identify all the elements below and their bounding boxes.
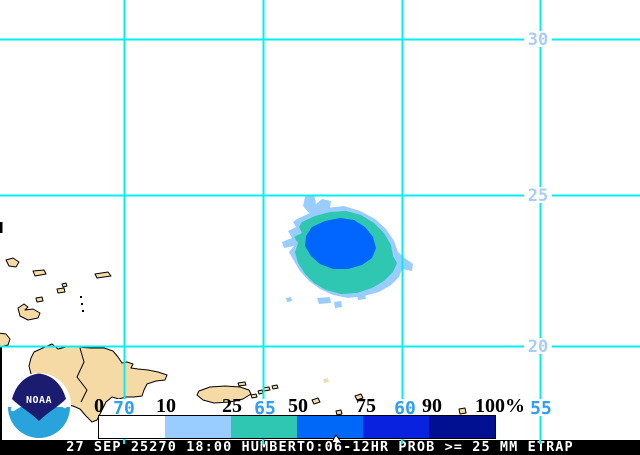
land-montserrat — [335, 409, 343, 416]
border-haiti-dr — [76, 347, 88, 403]
colorbar-tick-75: 75 — [356, 395, 376, 417]
lat-label-bg — [524, 187, 552, 203]
colorbar-segment-4 — [363, 416, 429, 438]
lat-label-25: 25 — [528, 186, 548, 206]
land-st-martin — [311, 397, 321, 405]
colorbar-segment-0 — [99, 416, 165, 438]
colorbar-tick-100: 100 — [475, 395, 505, 417]
colorbar-segment-2 — [231, 416, 297, 438]
land-vi-1 — [237, 381, 247, 387]
land-vi-2 — [250, 393, 258, 399]
lon-label-60: 60 — [394, 398, 416, 419]
land-anguilla — [323, 378, 329, 383]
colorbar-tick-10: 10 — [156, 395, 176, 417]
percent-sign: % — [505, 395, 525, 417]
land-bahamas-1 — [5, 257, 20, 268]
noaa-logo: NOAA — [7, 373, 71, 438]
prob-contour-50pct — [305, 218, 376, 269]
land-speck-2 — [81, 303, 83, 305]
land-vi-3 — [257, 389, 264, 395]
lat-labels: 30 25 20 — [524, 30, 552, 357]
land-vi-5 — [271, 384, 279, 390]
meridian-tick-55 — [539, 440, 541, 444]
land-turks — [94, 271, 112, 279]
status-bar: 27 SEP 25270 18:00 HUMBERTO:06-12HR PROB… — [0, 440, 640, 455]
colorbar-tick-0: 0 — [94, 395, 104, 417]
colorbar: 0 10 25 50 75 90 100 % — [94, 395, 525, 439]
land-speck-1 — [80, 296, 82, 298]
land-bahamas-5 — [35, 296, 44, 303]
land-speck-3 — [82, 310, 84, 312]
map-left-clip-edge — [0, 346, 2, 440]
meridian-tick-60 — [401, 440, 403, 444]
noaa-logo-sea — [8, 407, 70, 438]
lon-labels: 70 65 60 55 — [111, 398, 555, 419]
lat-label-30: 30 — [528, 30, 548, 50]
colorbar-tick-50: 50 — [288, 395, 308, 417]
land-puerto-rico — [196, 385, 252, 404]
lat-label-20: 20 — [528, 337, 548, 357]
lon-label-65: 65 — [254, 398, 276, 419]
meridian-tick-65 — [262, 440, 264, 444]
island-caret — [331, 434, 342, 443]
colorbar-segment-5 — [429, 416, 495, 438]
meridian-tick-70 — [123, 440, 125, 444]
land-cuba-tip — [0, 332, 11, 348]
lon-label-bg — [111, 399, 138, 416]
noaa-logo-text: NOAA — [26, 395, 52, 406]
colorbar-tick-90: 90 — [422, 395, 442, 417]
lon-label-70: 70 — [113, 398, 135, 419]
probability-blob — [282, 194, 413, 308]
colorbar-tick-25: 25 — [222, 395, 242, 417]
land-guadeloupe — [458, 407, 467, 415]
lon-label-bg — [528, 399, 555, 416]
land-edge-fragment — [0, 222, 3, 233]
land-bahamas-3 — [56, 287, 66, 294]
land-bahamas-4 — [61, 282, 68, 288]
lon-label-55: 55 — [530, 398, 552, 419]
land-bahamas-2 — [32, 269, 47, 277]
lon-label-bg — [392, 399, 419, 416]
lat-label-bg — [524, 338, 552, 354]
status-text: 27 SEP 25270 18:00 HUMBERTO:06-12HR PROB… — [66, 439, 574, 455]
colorbar-segment-3 — [297, 416, 363, 438]
lat-label-bg — [524, 31, 552, 47]
colorbar-segment-1 — [165, 416, 231, 438]
land-st-kitts — [354, 393, 364, 401]
lon-label-bg — [251, 399, 278, 416]
land-great-inagua — [17, 303, 41, 321]
noaa-logo-shield — [12, 373, 66, 421]
